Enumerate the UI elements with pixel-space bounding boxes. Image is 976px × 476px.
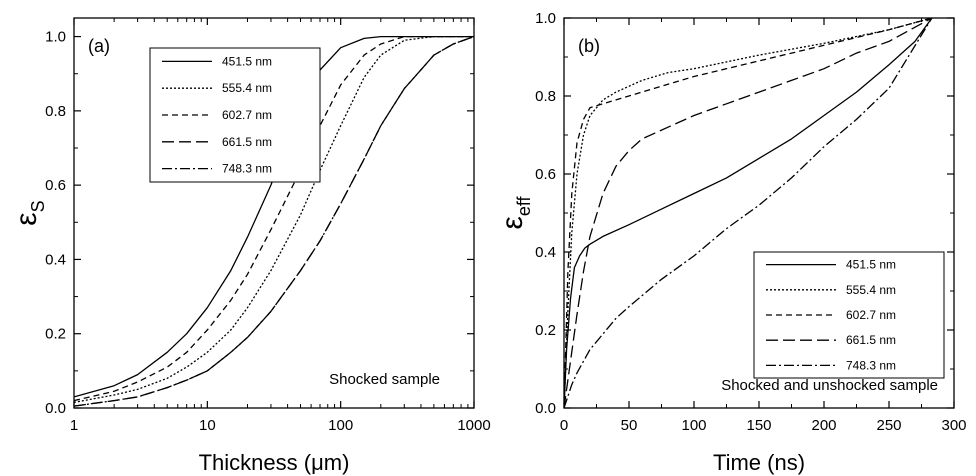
y-tick-label: 0.8	[45, 103, 66, 120]
series-line-6615	[564, 18, 933, 408]
legend-label: 748.3 nm	[846, 358, 896, 372]
y-axis-title: εS	[10, 200, 48, 225]
legend-box	[753, 251, 945, 379]
series-line-6027	[564, 18, 933, 408]
y-tick-label: 0.2	[45, 326, 66, 343]
series-line-5554	[564, 18, 933, 408]
chart-annotation: Shocked sample	[329, 371, 440, 388]
legend: 451.5 nm 555.4 nm 602.7 nm 661.5 nm 748.3 nm	[753, 251, 945, 379]
y-tick-label: 0.6	[45, 177, 66, 194]
y-tick-label: 0.0	[45, 400, 66, 417]
y-tick-label: 1.0	[45, 29, 66, 46]
legend-label: 602.7 nm	[222, 108, 272, 122]
x-tick-label: 250	[876, 417, 901, 434]
chart-panel-b: 0 50 100 150 200 250 300 0.0 0.2 0.4 0.6 0.8 1.0 Time…	[496, 10, 967, 475]
x-tick-label: 100	[681, 417, 706, 434]
legend-label: 555.4 nm	[846, 283, 896, 297]
x-tick-label: 1000	[457, 417, 490, 434]
legend-label: 661.5 nm	[222, 135, 272, 149]
legend-label: 451.5 nm	[222, 54, 272, 68]
legend-label: 451.5 nm	[846, 258, 896, 272]
legend-label: 661.5 nm	[846, 333, 896, 347]
x-tick-label: 100	[328, 417, 353, 434]
chart-panel-a: 1 10 100 1000 0.0 0.2 0.4 0.6 0.8 1.0 Thickness (μ…	[10, 17, 491, 475]
x-tick-label: 200	[811, 417, 836, 434]
y-tick-label: 0.0	[535, 400, 556, 417]
x-tick-label: 0	[560, 417, 568, 434]
legend-label: 748.3 nm	[222, 162, 272, 176]
panel-label: (b)	[578, 36, 600, 56]
y-axis-title: εeff	[496, 195, 534, 229]
panel-label: (a)	[88, 36, 110, 56]
legend-box	[149, 47, 321, 183]
y-tick-label: 1.0	[535, 10, 556, 27]
y-tick-label: 0.4	[45, 251, 66, 268]
y-tick-label: 0.4	[535, 244, 556, 261]
plot-frame	[73, 17, 475, 409]
legend-label: 602.7 nm	[846, 308, 896, 322]
x-tick-label: 150	[746, 417, 771, 434]
x-tick-label: 50	[621, 417, 638, 434]
y-tick-label: 0.6	[535, 166, 556, 183]
series-line-5554	[74, 35, 474, 404]
x-tick-label: 1	[70, 417, 78, 434]
y-tick-label: 0.8	[535, 88, 556, 105]
legend-label: 555.4 nm	[222, 81, 272, 95]
x-axis-title: Thickness (μm)	[199, 450, 350, 475]
x-axis-title: Time (ns)	[713, 450, 805, 475]
series-line-4515	[564, 18, 933, 408]
chart-annotation: Shocked and unshocked sample	[721, 377, 938, 394]
series-line-7483	[74, 35, 474, 407]
series-line-6027	[74, 35, 474, 402]
legend: 451.5 nm 555.4 nm 602.7 nm 661.5 nm 748.3 nm	[149, 47, 321, 183]
x-tick-label: 300	[941, 417, 966, 434]
series-line-7483	[564, 18, 933, 408]
y-tick-label: 0.2	[535, 322, 556, 339]
x-tick-label: 10	[199, 417, 216, 434]
